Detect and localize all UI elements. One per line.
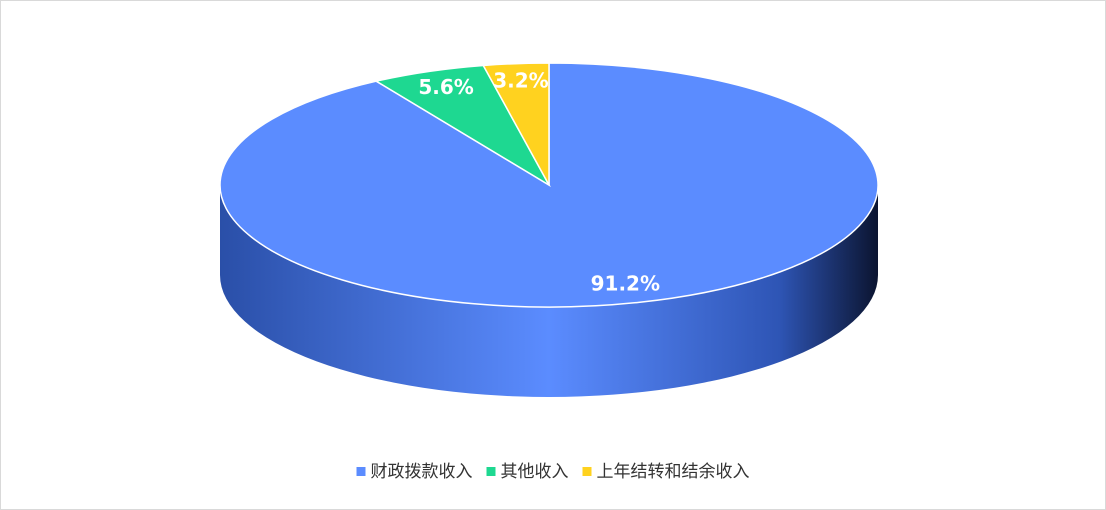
legend-item: 其他收入: [486, 462, 569, 482]
pie-tops: [219, 62, 879, 308]
data-label: 3.2%: [493, 68, 548, 92]
data-labels: 91.2% 5.6% 3.2%: [418, 68, 660, 295]
legend-swatch: [582, 467, 592, 476]
slice: [219, 62, 879, 308]
legend-item: 上年结转和结余收入: [582, 462, 750, 482]
slice: [482, 62, 550, 186]
pie-sides: [220, 185, 878, 397]
data-label: 5.6%: [418, 75, 473, 99]
legend-label: 上年结转和结余收入: [597, 462, 750, 482]
legend-swatch: [356, 467, 366, 476]
legend-label: 财政拨款收入: [371, 462, 473, 482]
data-label: 91.2%: [591, 271, 660, 295]
legend-item: 财政拨款收入: [356, 462, 473, 482]
slice-side: [220, 185, 878, 397]
legend: 财政拨款收入 其他收入 上年结转和结余收入: [356, 462, 750, 482]
legend-label: 其他收入: [501, 462, 569, 482]
legend-swatch: [486, 467, 496, 476]
